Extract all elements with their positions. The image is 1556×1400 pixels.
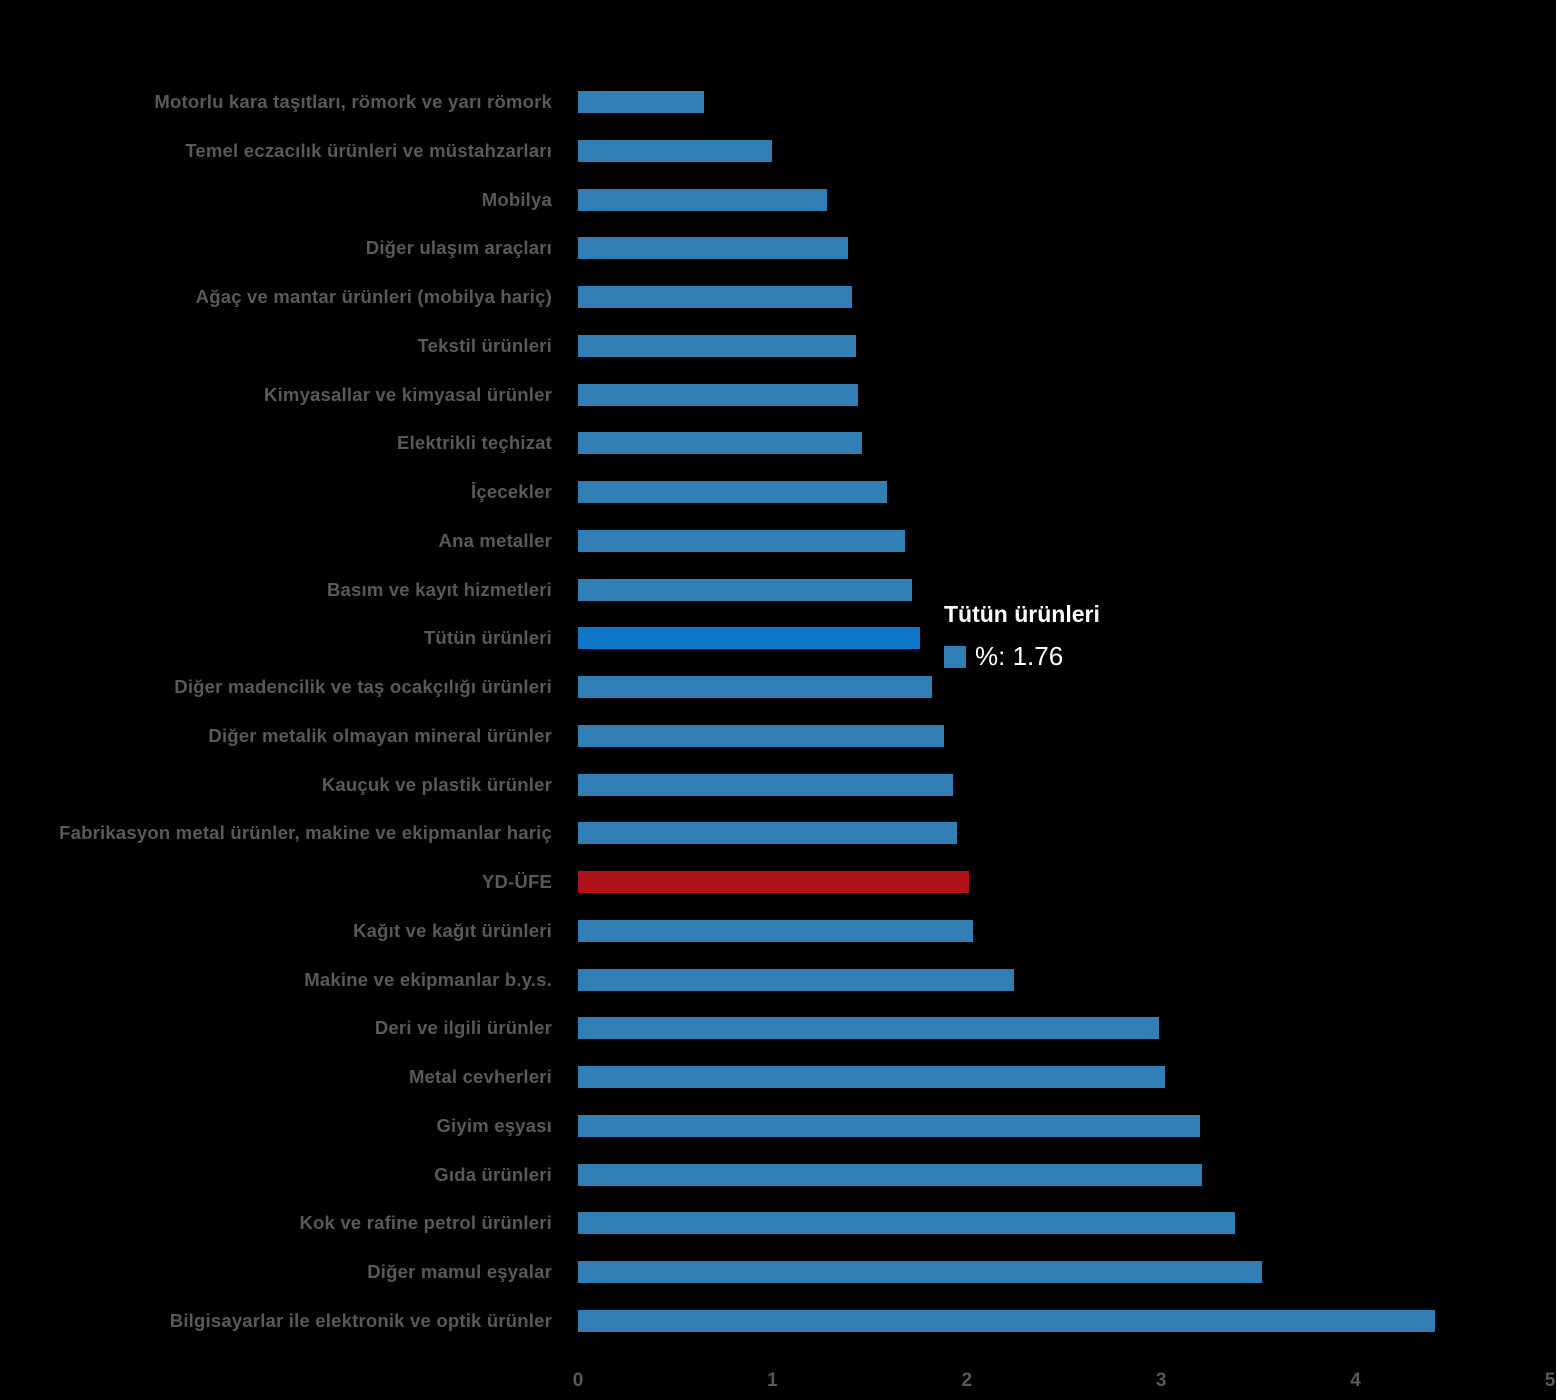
category-label: Bilgisayarlar ile elektronik ve optik ür… xyxy=(169,1309,552,1331)
x-axis-tick-label: 2 xyxy=(961,1370,973,1391)
category-row: Gıda ürünleri xyxy=(0,1150,1556,1199)
bar-20[interactable] xyxy=(578,1017,1160,1040)
category-label: Motorlu kara taşıtları, römork ve yarı r… xyxy=(154,91,552,112)
category-row: Diğer madencilik ve taş ocakçılığı ürünl… xyxy=(0,663,1556,712)
bar-25[interactable] xyxy=(578,1261,1263,1283)
category-row: Kimyasallar ve kimyasal ürünler xyxy=(0,370,1556,419)
category-row: Diğer ulaşım araçları xyxy=(0,224,1556,273)
category-row: Ağaç ve mantar ürünleri (mobilya hariç) xyxy=(0,273,1556,322)
category-row: YD-ÜFE xyxy=(0,858,1556,907)
bar-1[interactable] xyxy=(578,91,705,113)
category-label: Diğer metalik olmayan mineral ürünler xyxy=(208,724,552,746)
bar-19[interactable] xyxy=(578,968,1014,991)
category-row: Kok ve rafine petrol ürünleri xyxy=(0,1199,1556,1248)
bar-14[interactable] xyxy=(578,724,944,747)
x-axis-tick-label: 4 xyxy=(1350,1370,1361,1391)
category-label: İçecekler xyxy=(470,481,552,502)
bar-22[interactable] xyxy=(578,1114,1201,1137)
tooltip-series-swatch-icon xyxy=(944,645,966,668)
x-axis-tick-label: 3 xyxy=(1155,1370,1167,1391)
bar-24[interactable] xyxy=(578,1212,1236,1235)
bar-13[interactable] xyxy=(578,676,932,698)
tooltip-title: Tütün ürünleri xyxy=(944,601,1100,627)
category-row: İçecekler xyxy=(0,468,1556,517)
category-row: Tekstil ürünleri xyxy=(0,321,1556,370)
category-label: Fabrikasyon metal ürünler, makine ve eki… xyxy=(59,822,552,844)
x-axis-tick-label: 5 xyxy=(1544,1370,1556,1391)
category-row: Basım ve kayıt hizmetleri xyxy=(0,565,1556,614)
bar-18[interactable] xyxy=(578,919,973,942)
x-axis-tick-label: 0 xyxy=(572,1370,584,1391)
category-label: Kok ve rafine petrol ürünleri xyxy=(299,1212,552,1234)
category-label: Kauçuk ve plastik ürünler xyxy=(321,773,552,795)
bar-12[interactable] xyxy=(578,627,921,650)
x-axis-tick-label: 1 xyxy=(767,1370,778,1391)
bar-10[interactable] xyxy=(578,529,905,552)
category-label: Diğer mamul eşyalar xyxy=(367,1261,552,1282)
category-row: Motorlu kara taşıtları, römork ve yarı r… xyxy=(0,78,1556,127)
category-label: Ana metaller xyxy=(438,529,552,551)
category-label: Deri ve ilgili ürünler xyxy=(374,1017,552,1039)
category-label: Mobilya xyxy=(481,188,552,210)
category-row: Temel eczacılık ürünleri ve müstahzarlar… xyxy=(0,126,1556,175)
tooltip-value-row: %: 1.76 xyxy=(944,641,1100,672)
category-label: Kağıt ve kağıt ürünleri xyxy=(353,919,552,941)
category-label: Elektrikli teçhizat xyxy=(397,432,552,454)
tooltip: Tütün ürünleri %: 1.76 xyxy=(944,601,1100,672)
bar-23[interactable] xyxy=(578,1163,1202,1186)
tooltip-value: %: 1.76 xyxy=(975,641,1064,671)
category-row: Makine ve ekipmanlar b.y.s. xyxy=(0,955,1556,1004)
category-row: Fabrikasyon metal ürünler, makine ve eki… xyxy=(0,809,1556,858)
bar-26[interactable] xyxy=(578,1309,1436,1332)
bar-8[interactable] xyxy=(578,432,862,455)
bar-5[interactable] xyxy=(578,286,853,308)
category-label: Metal cevherleri xyxy=(408,1066,552,1087)
category-row: Diğer mamul eşyalar xyxy=(0,1248,1556,1297)
category-row: Giyim eşyası xyxy=(0,1101,1556,1150)
category-label: Diğer ulaşım araçları xyxy=(365,237,552,259)
category-label: Basım ve kayıt hizmetleri xyxy=(326,578,552,600)
category-row: Metal cevherleri xyxy=(0,1053,1556,1102)
bar-21[interactable] xyxy=(578,1066,1166,1088)
bar-17[interactable] xyxy=(578,871,969,893)
category-row: Kauçuk ve plastik ürünler xyxy=(0,760,1556,809)
category-row: Diğer metalik olmayan mineral ürünler xyxy=(0,711,1556,760)
bar-2[interactable] xyxy=(578,139,773,162)
bar-15[interactable] xyxy=(578,773,954,796)
category-row: Ana metaller xyxy=(0,516,1556,565)
bar-3[interactable] xyxy=(578,188,827,211)
category-row: Elektrikli teçhizat xyxy=(0,419,1556,468)
category-label: Kimyasallar ve kimyasal ürünler xyxy=(264,383,552,405)
bar-9[interactable] xyxy=(578,481,888,503)
bar-7[interactable] xyxy=(578,383,858,406)
bar-16[interactable] xyxy=(578,822,958,845)
category-row: Deri ve ilgili ürünler xyxy=(0,1004,1556,1053)
category-label: YD-ÜFE xyxy=(481,871,552,892)
category-row: Bilgisayarlar ile elektronik ve optik ür… xyxy=(0,1296,1556,1345)
category-row: Mobilya xyxy=(0,175,1556,224)
category-label: Tekstil ürünleri xyxy=(417,334,552,356)
category-label: Ağaç ve mantar ürünleri (mobilya hariç) xyxy=(195,286,552,307)
category-label: Diğer madencilik ve taş ocakçılığı ürünl… xyxy=(174,676,552,697)
category-label: Gıda ürünleri xyxy=(434,1163,552,1185)
bar-11[interactable] xyxy=(578,578,913,601)
category-label: Temel eczacılık ürünleri ve müstahzarlar… xyxy=(185,139,552,161)
category-label: Giyim eşyası xyxy=(436,1114,552,1136)
category-row: Kağıt ve kağıt ürünleri xyxy=(0,906,1556,955)
bar-4[interactable] xyxy=(578,237,849,260)
category-label: Tütün ürünleri xyxy=(423,627,552,649)
bar-6[interactable] xyxy=(578,334,856,357)
category-label: Makine ve ekipmanlar b.y.s. xyxy=(304,968,552,990)
category-row: Tütün ürünleri xyxy=(0,614,1556,663)
